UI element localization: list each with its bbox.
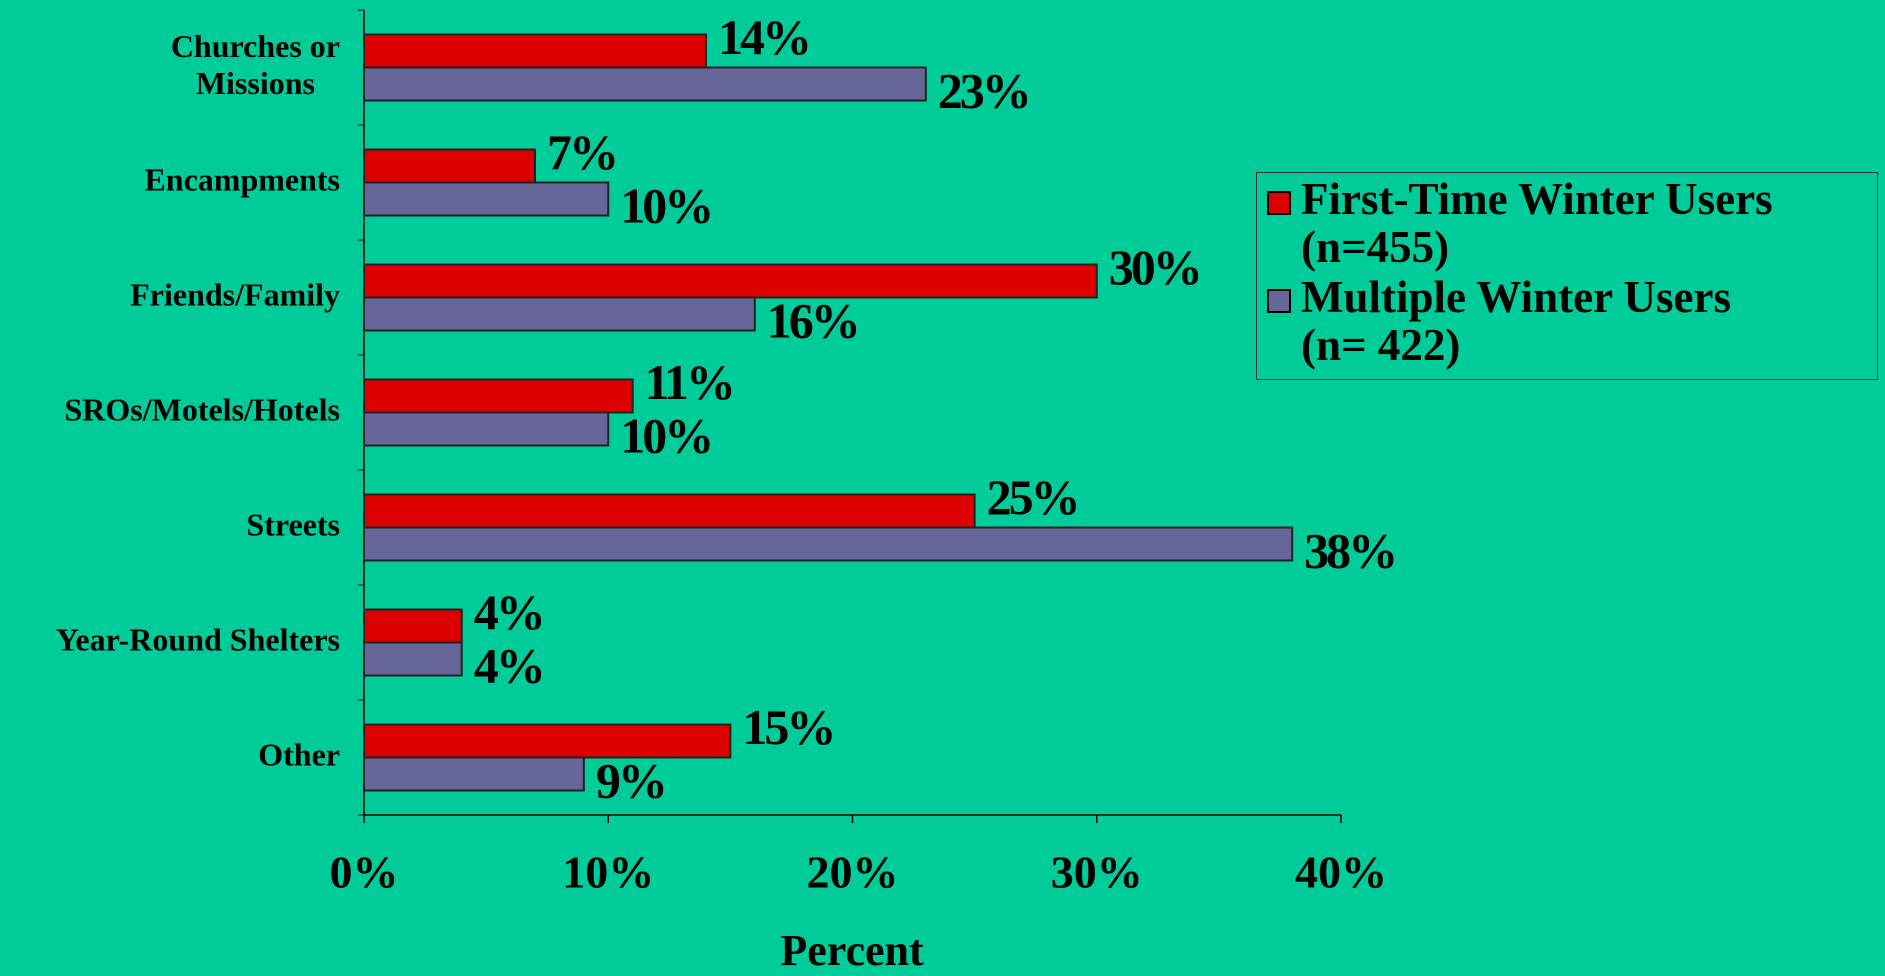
bar [363, 148, 536, 184]
bar [363, 493, 976, 529]
value-label: 4% [474, 584, 543, 640]
bar [363, 296, 756, 332]
value-label: 7% [547, 124, 616, 180]
bar [363, 526, 1294, 562]
x-tick-label: 10% [562, 847, 654, 898]
value-label: 25% [987, 469, 1078, 525]
bar [363, 181, 610, 217]
category-label: Friends/Family [130, 276, 340, 312]
x-tick-label: 20% [807, 847, 899, 898]
x-tick-label: 0% [330, 847, 399, 898]
bar [363, 378, 634, 414]
value-label: 23% [938, 62, 1029, 118]
bar [363, 641, 463, 677]
bar [363, 723, 732, 759]
value-label: 10% [620, 177, 711, 233]
value-label: 10% [620, 407, 711, 463]
bar [363, 263, 1098, 299]
category-label: Encampments [144, 161, 340, 197]
bar [363, 608, 463, 644]
x-tick-label: 40% [1295, 847, 1387, 898]
category-label: Year-Round Shelters [55, 621, 340, 657]
value-label: 11% [645, 354, 733, 410]
bar [363, 33, 707, 69]
value-label: 30% [1109, 239, 1200, 295]
bar [363, 411, 610, 447]
value-label: 38% [1304, 522, 1395, 578]
legend-label: Multiple Winter Users (n= 422) [1301, 272, 1731, 370]
category-label: SROs/Motels/Hotels [64, 391, 340, 427]
value-label: 14% [718, 9, 809, 65]
legend-label: First-Time Winter Users (n=455) [1301, 174, 1773, 272]
value-label: 16% [767, 292, 858, 348]
x-axis-label: Percent [780, 926, 924, 975]
category-label: Other [258, 736, 340, 772]
legend-item: First-Time Winter Users (n=455) [1267, 175, 1877, 271]
legend-swatch [1267, 289, 1291, 313]
bar [363, 66, 927, 102]
bar [363, 756, 585, 792]
value-label: 9% [596, 752, 665, 808]
legend: First-Time Winter Users (n=455) Multiple … [1256, 172, 1878, 380]
x-tick-label: 30% [1051, 847, 1143, 898]
value-label: 4% [474, 637, 543, 693]
legend-swatch [1267, 191, 1291, 215]
category-label: Streets [246, 506, 340, 542]
legend-item: Multiple Winter Users (n= 422) [1267, 273, 1877, 369]
category-label: Churches or Missions [170, 27, 340, 101]
value-label: 15% [742, 699, 833, 755]
